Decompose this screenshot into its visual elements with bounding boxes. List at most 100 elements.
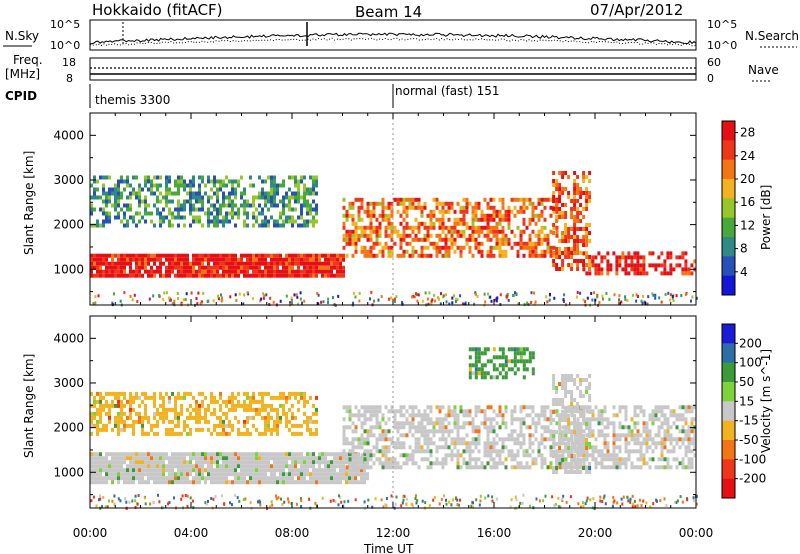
echo-cell (453, 441, 457, 446)
echo-cell (315, 253, 318, 258)
echo-cell (393, 457, 397, 462)
echo-cell (99, 195, 102, 200)
echo-cell (516, 449, 520, 454)
echo-cell (102, 468, 105, 473)
echo-cell (396, 441, 400, 446)
echo-cell (507, 237, 511, 242)
echo-cell (573, 227, 577, 231)
echo-cell (282, 219, 285, 224)
echo-cell (567, 175, 571, 179)
echo-cell (342, 472, 345, 477)
echo-cell (333, 468, 336, 473)
echo-cell (225, 257, 228, 262)
echo-cell (558, 465, 562, 470)
echo-cell (156, 257, 159, 262)
echo-cell (189, 460, 192, 465)
echo-cell (198, 195, 201, 200)
echo-cell (201, 391, 204, 396)
echo-cell (474, 201, 478, 206)
echo-cell (315, 257, 318, 262)
echo-cell (555, 454, 559, 458)
echo-cell (174, 431, 177, 436)
noise-cell (640, 504, 643, 508)
echo-cell (480, 409, 484, 414)
echo-cell (564, 251, 568, 255)
echo-cell (354, 233, 358, 238)
echo-cell (240, 452, 243, 457)
echo-cell (219, 464, 222, 469)
echo-cell (264, 253, 267, 258)
echo-cell (201, 456, 204, 461)
echo-cell (123, 476, 126, 481)
echo-cell (99, 419, 102, 424)
echo-cell (309, 269, 312, 274)
echo-cell (348, 441, 352, 446)
echo-cell (189, 195, 192, 200)
noise-cell (618, 301, 621, 305)
echo-cell (291, 460, 294, 465)
echo-cell (585, 470, 589, 474)
echo-cell (285, 215, 288, 220)
echo-cell (270, 472, 273, 477)
echo-cell (159, 476, 162, 481)
echo-cell (189, 191, 192, 196)
echo-cell (669, 413, 673, 418)
echo-cell (117, 265, 120, 270)
echo-cell (291, 273, 294, 278)
echo-cell (132, 480, 135, 485)
echo-cell (486, 217, 490, 222)
echo-cell (246, 253, 249, 258)
echo-cell (384, 213, 388, 218)
echo-cell (237, 265, 240, 270)
echo-cell (600, 409, 604, 414)
echo-cell (618, 433, 622, 438)
echo-cell (240, 476, 243, 481)
noise-cell (517, 302, 520, 306)
echo-cell (516, 209, 520, 214)
echo-cell (276, 431, 279, 436)
echo-cell (390, 201, 394, 206)
noise-cell (272, 300, 275, 304)
noise-cell (117, 497, 120, 501)
echo-cell (495, 209, 499, 214)
echo-cell (324, 464, 327, 469)
echo-cell (555, 215, 559, 219)
echo-cell (237, 207, 240, 212)
echo-cell (558, 207, 562, 211)
echo-cell (288, 215, 291, 220)
echo-cell (384, 225, 388, 230)
echo-cell (165, 411, 168, 416)
echo-cell (306, 219, 309, 224)
echo-cell (354, 425, 358, 430)
echo-cell (543, 233, 547, 238)
echo-cell (258, 261, 261, 266)
echo-cell (384, 437, 388, 442)
echo-cell (498, 245, 502, 250)
echo-cell (672, 409, 676, 414)
echo-cell (576, 263, 580, 267)
echo-cell (477, 351, 481, 356)
echo-cell (363, 409, 367, 414)
echo-cell (213, 215, 216, 220)
echo-cell (465, 449, 469, 454)
echo-cell (282, 452, 285, 457)
echo-cell (690, 405, 694, 410)
echo-cell (153, 415, 156, 420)
echo-cell (558, 191, 562, 195)
noise-cell (680, 293, 683, 297)
echo-cell (414, 445, 418, 450)
echo-cell (372, 229, 376, 234)
echo-cell (234, 452, 237, 457)
echo-cell (492, 441, 496, 446)
echo-cell (231, 257, 234, 262)
echo-cell (306, 464, 309, 469)
noise-cell (673, 500, 676, 504)
echo-cell (351, 468, 354, 473)
echo-cell (150, 253, 153, 258)
echo-cell (279, 211, 282, 216)
echo-cell (300, 423, 303, 428)
echo-cell (585, 231, 589, 235)
echo-cell (465, 237, 469, 242)
echo-cell (462, 449, 466, 454)
echo-cell (348, 233, 352, 238)
